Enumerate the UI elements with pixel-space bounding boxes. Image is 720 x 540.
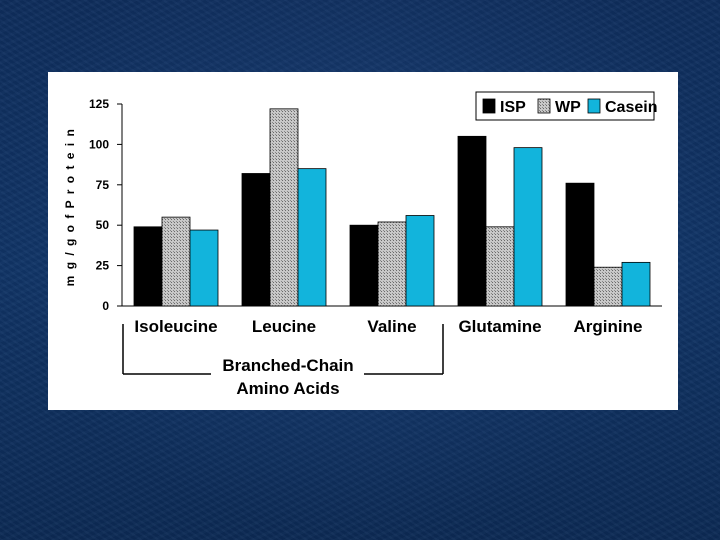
bar-wp-arginine [593,266,623,307]
y-tick-label: 50 [96,218,110,232]
y-tick-label: 25 [96,259,110,273]
bar-casein-arginine [621,261,651,307]
bar-isp-valine [349,224,379,307]
bar-isp-isoleucine [133,226,163,307]
bar-wp-leucine [269,108,299,307]
category-label: Arginine [574,317,643,336]
legend-label-isp: ISP [500,99,526,116]
category-label: Glutamine [458,317,541,336]
y-axis-label: m g / g o f P r o t e i n [63,128,77,287]
bar-isp-leucine [241,173,271,307]
group-label-line1: Branched-Chain [222,356,353,375]
y-tick-label: 75 [96,178,110,192]
bar-casein-glutamine [513,147,543,307]
bar-wp-valine [377,221,407,307]
group-label-line2: Amino Acids [236,379,339,398]
bar-isp-glutamine [457,135,487,307]
category-label: Leucine [252,317,316,336]
bar-casein-leucine [297,168,327,307]
y-tick-label: 100 [89,137,109,151]
bar-wp-glutamine [485,226,515,307]
category-label: Isoleucine [134,317,217,336]
y-tick-label: 125 [89,97,109,111]
legend-label-casein: Casein [605,99,657,116]
legend-swatch-wp [537,98,551,114]
slide-panel: 0 25 50 75 100 125 m g / g o f P r o t e i n Is… [48,72,678,410]
bar-chart: 0 25 50 75 100 125 m g / g o f P r o t e i n Is… [63,91,662,398]
legend-box [475,91,655,121]
bar-wp-isoleucine [161,216,191,307]
legend-label-wp: WP [555,99,581,116]
legend-swatch-casein [587,98,601,114]
legend-swatch-isp [482,98,496,114]
y-tick-label: 0 [102,299,109,313]
bar-casein-isoleucine [189,229,219,307]
category-label: Valine [367,317,416,336]
bar-isp-arginine [565,182,595,307]
bar-casein-valine [405,215,435,307]
